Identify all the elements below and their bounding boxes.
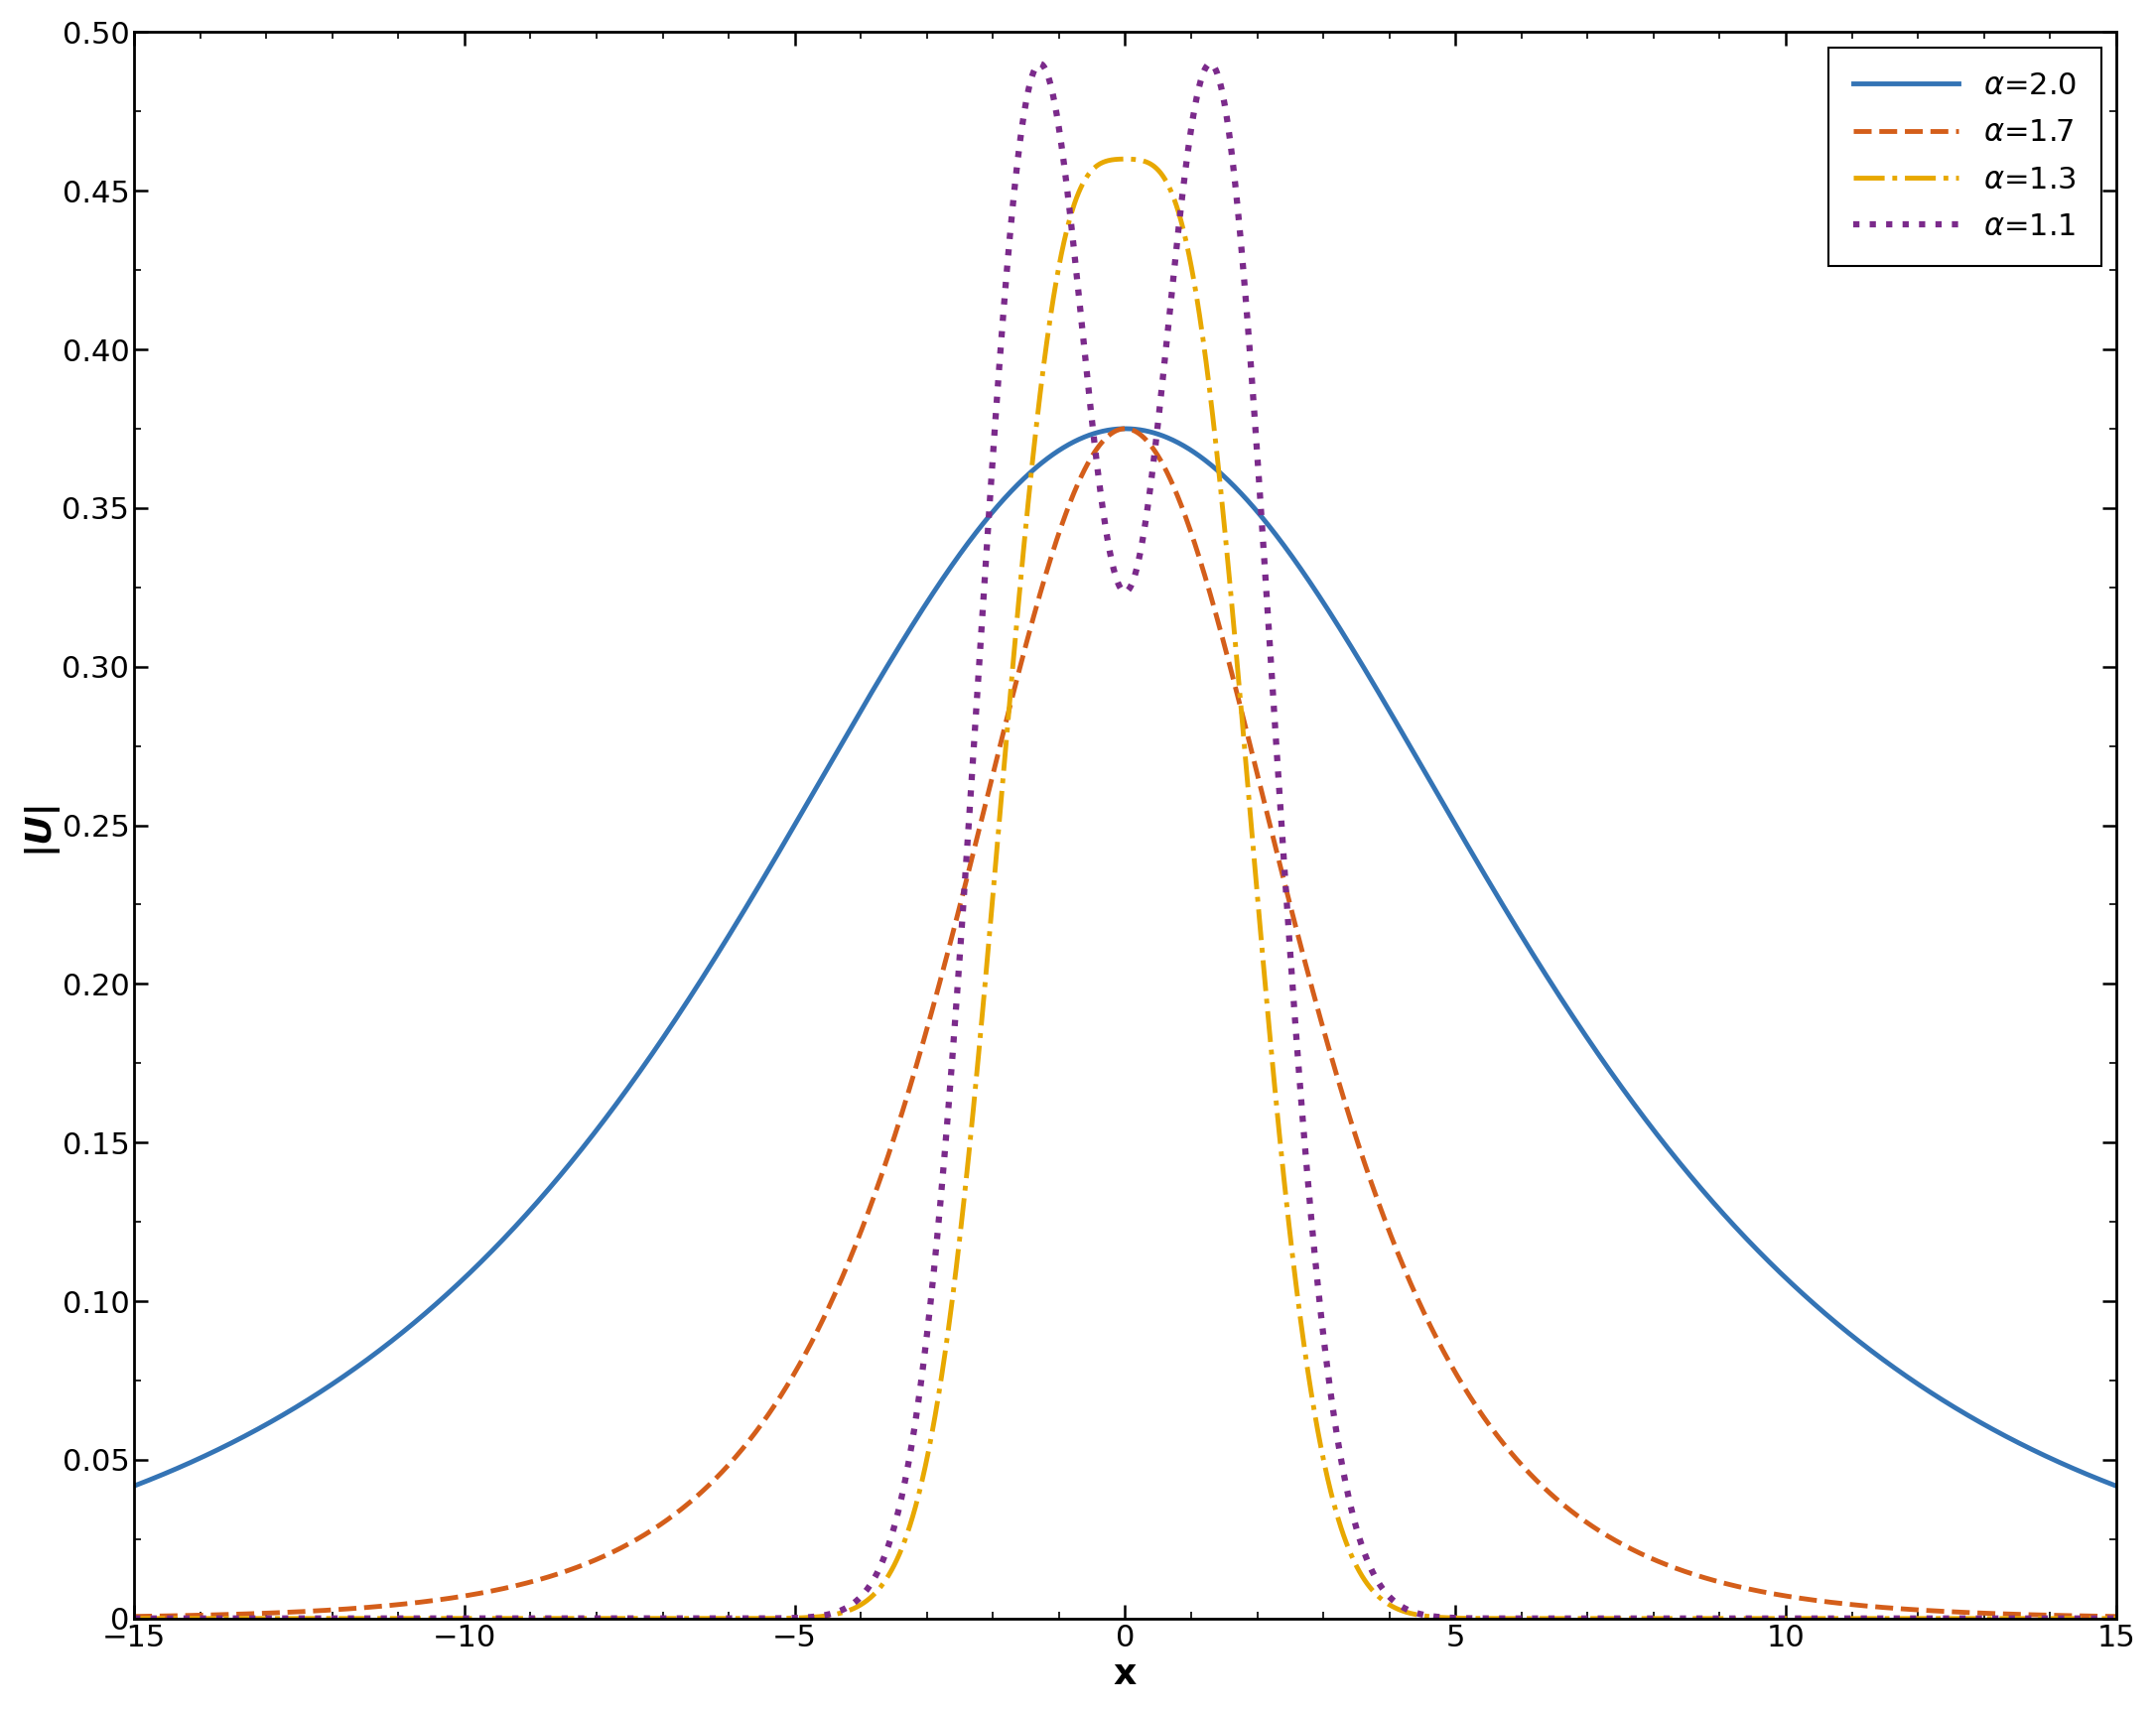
$\alpha$=2.0 xyxy=(1852,1335,1878,1356)
Line: $\alpha$=1.7: $\alpha$=1.7 xyxy=(134,428,2115,1616)
$\alpha$=2.0 xyxy=(2065,1460,2091,1481)
$\alpha$=1.7 xyxy=(466,1584,492,1604)
Line: $\alpha$=1.3: $\alpha$=1.3 xyxy=(134,159,2115,1618)
$\alpha$=1.7 xyxy=(1852,1596,1878,1616)
$\alpha$=1.7 xyxy=(968,815,994,835)
$\alpha$=1.3 xyxy=(1852,1608,1878,1628)
$\alpha$=1.7 xyxy=(2065,1606,2091,1626)
Legend: $\alpha$=2.0, $\alpha$=1.7, $\alpha$=1.3, $\alpha$=1.1: $\alpha$=2.0, $\alpha$=1.7, $\alpha$=1.3… xyxy=(1828,48,2100,265)
$\alpha$=1.3 xyxy=(2065,1608,2091,1628)
$\alpha$=2.0 xyxy=(1112,418,1138,438)
Line: $\alpha$=1.1: $\alpha$=1.1 xyxy=(134,63,2115,1618)
$\alpha$=1.7 xyxy=(2102,1606,2128,1626)
$\alpha$=1.1 xyxy=(968,640,994,661)
$\alpha$=2.0 xyxy=(466,1255,492,1275)
$\alpha$=1.1 xyxy=(466,1608,492,1628)
$\alpha$=2.0 xyxy=(347,1354,373,1375)
$\alpha$=2.0 xyxy=(882,644,908,664)
$\alpha$=1.3 xyxy=(968,1029,994,1049)
Line: $\alpha$=2.0: $\alpha$=2.0 xyxy=(134,428,2115,1486)
$\alpha$=1.1 xyxy=(121,1608,147,1628)
$\alpha$=1.1 xyxy=(882,1517,908,1537)
$\alpha$=1.7 xyxy=(1112,418,1138,438)
$\alpha$=1.1 xyxy=(1026,53,1052,74)
$\alpha$=1.3 xyxy=(347,1608,373,1628)
$\alpha$=1.1 xyxy=(2065,1608,2091,1628)
$\alpha$=1.3 xyxy=(882,1554,908,1575)
$\alpha$=1.1 xyxy=(347,1608,373,1628)
$\alpha$=1.1 xyxy=(2102,1608,2128,1628)
X-axis label: x: x xyxy=(1112,1657,1136,1691)
$\alpha$=2.0 xyxy=(968,517,994,538)
$\alpha$=1.3 xyxy=(121,1608,147,1628)
$\alpha$=1.7 xyxy=(121,1606,147,1626)
$\alpha$=1.3 xyxy=(466,1608,492,1628)
Y-axis label: |U|: |U| xyxy=(22,798,56,853)
$\alpha$=1.3 xyxy=(2102,1608,2128,1628)
$\alpha$=1.3 xyxy=(1112,149,1138,169)
$\alpha$=1.7 xyxy=(882,1126,908,1147)
$\alpha$=2.0 xyxy=(121,1476,147,1496)
$\alpha$=1.1 xyxy=(1852,1608,1878,1628)
$\alpha$=1.7 xyxy=(347,1597,373,1618)
$\alpha$=2.0 xyxy=(2102,1476,2128,1496)
